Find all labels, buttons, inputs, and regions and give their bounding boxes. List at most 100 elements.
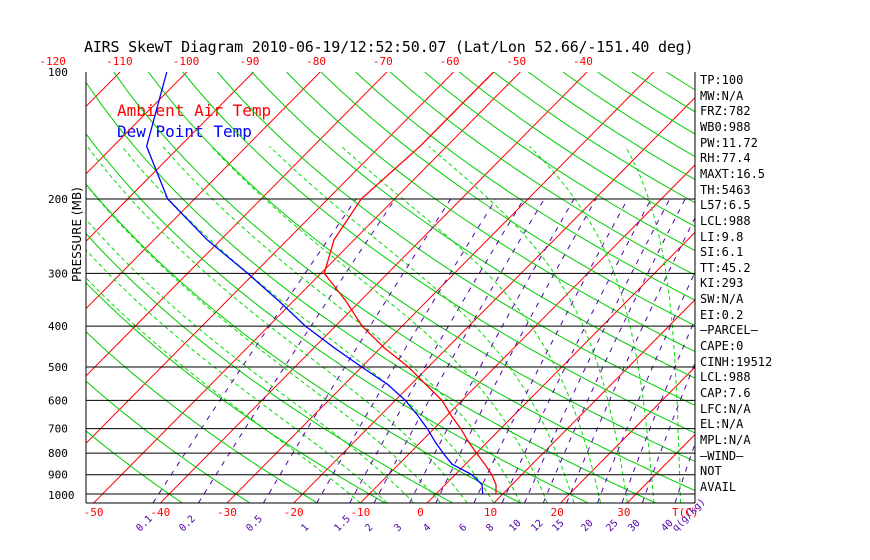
dry-adiabat-line bbox=[86, 133, 589, 503]
bottom-temp-tick-label: 0 bbox=[417, 506, 424, 519]
dry-adiabat-line bbox=[493, 72, 695, 204]
temperature-profile bbox=[323, 72, 497, 494]
mixing-ratio-label: 25 bbox=[604, 518, 620, 534]
index-item: FRZ:782 bbox=[700, 104, 751, 119]
pressure-tick-label: 600 bbox=[48, 394, 68, 407]
moist-adiabat-line bbox=[162, 145, 521, 503]
top-temp-tick-label: -90 bbox=[239, 55, 259, 68]
pressure-tick-label: 800 bbox=[48, 447, 68, 460]
mixing-ratio-label: 12 bbox=[529, 518, 545, 534]
pressure-tick-label: 900 bbox=[48, 469, 68, 482]
isotherm-line bbox=[86, 72, 254, 242]
mixing-ratio-line bbox=[597, 270, 695, 503]
moist-adiabat-line bbox=[625, 146, 682, 503]
top-temp-tick-label: -100 bbox=[173, 55, 200, 68]
pressure-tick-label: 500 bbox=[48, 361, 68, 374]
index-item: SI:6.1 bbox=[700, 245, 744, 260]
dry-adiabat-line bbox=[666, 72, 695, 91]
isotherm-line bbox=[86, 72, 121, 108]
isotherm-line bbox=[493, 299, 695, 503]
dry-adiabat-line bbox=[355, 72, 695, 301]
pressure-tick-label: 1000 bbox=[48, 489, 75, 502]
top-temp-tick-label: -40 bbox=[573, 55, 593, 68]
isotherm-line bbox=[86, 72, 454, 445]
dry-adiabat-line bbox=[86, 81, 656, 503]
mixing-ratio-line bbox=[152, 198, 357, 503]
bottom-temp-tick-label: -50 bbox=[84, 506, 104, 519]
dry-adiabat-line bbox=[805, 72, 870, 503]
index-item: SW:N/A bbox=[700, 292, 744, 307]
mixing-ratio-line bbox=[621, 318, 695, 503]
plot-area bbox=[86, 72, 870, 503]
index-item: EI:0.2 bbox=[700, 307, 744, 322]
moist-adiabat-line bbox=[121, 145, 495, 503]
pressure-tick-label: 700 bbox=[48, 423, 68, 436]
pressure-tick-label: 400 bbox=[48, 320, 68, 333]
dry-adiabat-line bbox=[424, 72, 695, 252]
index-item: MAXT:16.5 bbox=[700, 166, 766, 181]
temp-unit-label: T(C) bbox=[672, 506, 699, 519]
index-item: MW:N/A bbox=[700, 88, 744, 103]
isotherm-line bbox=[293, 96, 695, 503]
isotherm-line bbox=[86, 72, 321, 310]
dry-adiabat-line bbox=[458, 72, 695, 228]
bottom-temp-tick-label: 20 bbox=[551, 506, 564, 519]
mixing-ratio-line bbox=[262, 198, 452, 503]
dry-adiabat-line bbox=[389, 72, 695, 276]
isotherm-line bbox=[93, 72, 521, 503]
index-item: TT:45.2 bbox=[700, 260, 751, 275]
mixing-ratio-line bbox=[501, 198, 652, 503]
mixing-ratio-line bbox=[373, 198, 545, 503]
mixing-ratio-line bbox=[542, 198, 686, 503]
moist-adiabat-line bbox=[428, 145, 628, 503]
index-item: CAP:7.6 bbox=[700, 386, 751, 400]
moist-adiabat-line bbox=[86, 218, 415, 503]
index-item: AVAIL bbox=[700, 479, 737, 494]
mixing-ratio-label: 20 bbox=[579, 518, 595, 534]
isotherm-line bbox=[86, 72, 388, 377]
mixing-ratio-label: 3 bbox=[392, 522, 404, 534]
index-item: KI:293 bbox=[700, 276, 744, 291]
mixing-ratio-line bbox=[349, 198, 525, 503]
index-item: NOT bbox=[700, 464, 722, 479]
mixing-ratio-label: 6 bbox=[457, 522, 469, 534]
mixing-ratio-label: 15 bbox=[550, 518, 566, 534]
dry-adiabat-line bbox=[86, 331, 318, 503]
bottom-temp-tick-label: -30 bbox=[217, 506, 237, 519]
index-item: CINH:19512 bbox=[700, 354, 773, 369]
mixing-ratio-label: 8 bbox=[484, 522, 496, 534]
isotherm-line bbox=[226, 72, 655, 503]
dewpoint-profile bbox=[145, 72, 484, 495]
index-item: PW:11.72 bbox=[700, 135, 758, 150]
bottom-temp-tick-label: 10 bbox=[484, 506, 497, 519]
moist-adiabat-line bbox=[86, 183, 441, 503]
isotherm-line bbox=[761, 72, 870, 503]
mixing-ratio-line bbox=[197, 198, 396, 503]
top-temp-tick-label: -80 bbox=[306, 55, 326, 68]
bottom-temp-tick-label: -20 bbox=[284, 506, 304, 519]
chart-title: AIRS SkewT Diagram 2010-06-19/12:52:50.0… bbox=[84, 38, 694, 56]
dry-adiabat-line bbox=[86, 183, 521, 503]
isotherm-line bbox=[159, 72, 588, 503]
top-temp-tick-label: -50 bbox=[506, 55, 526, 68]
legend-dew: Dew Point Temp bbox=[117, 122, 252, 141]
index-item: TP:100 bbox=[700, 73, 744, 87]
index-item: LCL:988 bbox=[700, 213, 751, 228]
pressure-tick-label: 200 bbox=[48, 193, 68, 206]
mixing-ratio-line bbox=[566, 216, 695, 503]
dry-adiabat-line bbox=[251, 72, 695, 379]
index-item: L57:6.5 bbox=[700, 198, 751, 213]
dry-adiabat-line bbox=[217, 72, 695, 406]
moist-adiabat-line bbox=[86, 146, 468, 503]
index-item: LI:9.8 bbox=[700, 229, 744, 244]
mixing-ratio-label: 4 bbox=[421, 522, 433, 534]
pressure-tick-label: 300 bbox=[48, 267, 68, 280]
mixing-ratio-label: 0.5 bbox=[244, 514, 265, 535]
dry-adiabat-line bbox=[86, 282, 386, 503]
dry-adiabat-line bbox=[286, 72, 695, 353]
mixing-ratio-line bbox=[435, 198, 597, 503]
index-item: LCL:988 bbox=[700, 370, 751, 385]
index-item: RH:77.4 bbox=[700, 151, 751, 166]
index-item: CAPE:0 bbox=[700, 339, 744, 354]
